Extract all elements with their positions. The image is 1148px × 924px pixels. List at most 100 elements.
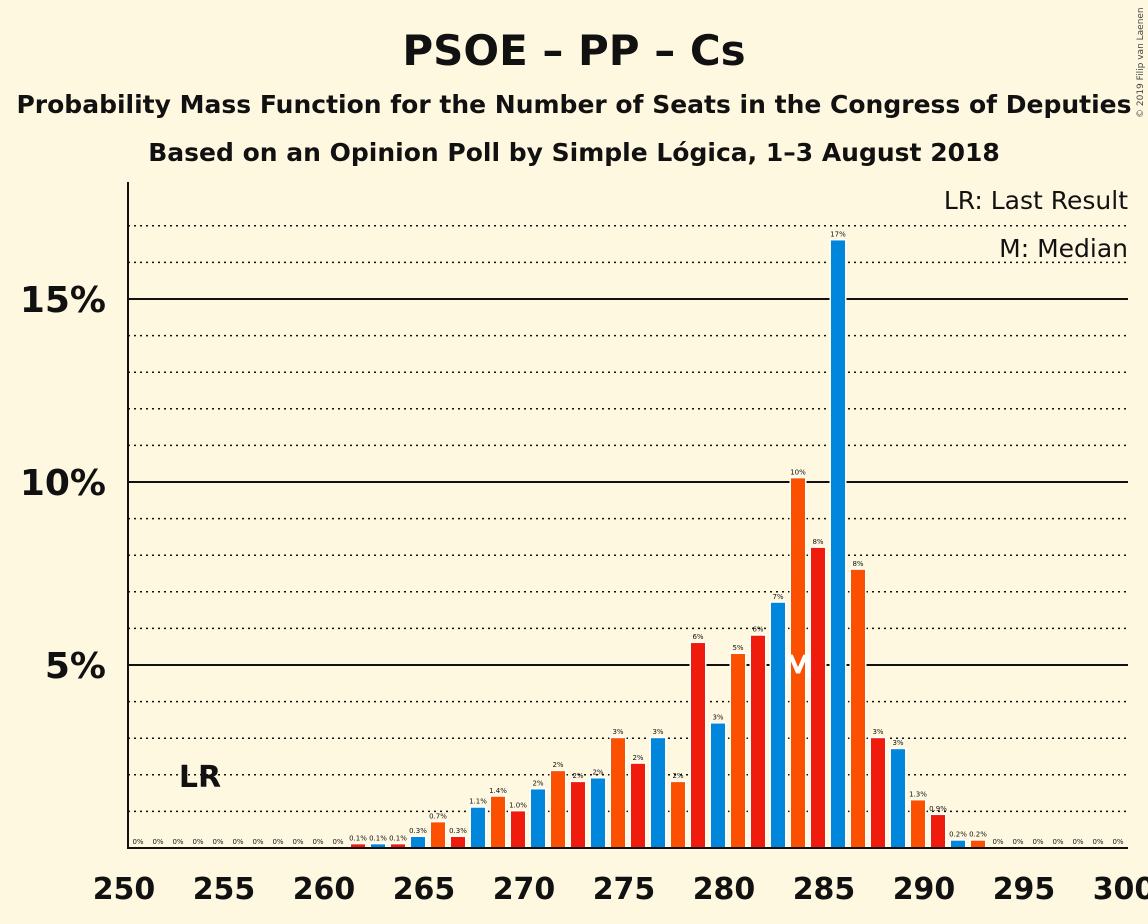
bar xyxy=(391,844,405,848)
data-label: 2% xyxy=(532,779,543,787)
x-tick-label: 270 xyxy=(493,872,556,907)
data-label: 2% xyxy=(672,772,683,780)
bar xyxy=(411,837,425,848)
data-label: 8% xyxy=(852,560,863,568)
x-tick-label: 280 xyxy=(693,872,756,907)
x-tick-label: 285 xyxy=(793,872,856,907)
data-label: 0.1% xyxy=(389,834,407,842)
y-tick-labels: 5% 10% 15% xyxy=(20,280,106,687)
data-label: 0% xyxy=(332,838,343,846)
data-label: 0% xyxy=(292,838,303,846)
data-label: 0% xyxy=(1072,838,1083,846)
chart-title: PSOE – PP – Cs xyxy=(402,26,745,75)
data-label: 0% xyxy=(992,838,1003,846)
bar xyxy=(631,763,645,848)
data-label: 6% xyxy=(752,626,763,634)
data-label: 3% xyxy=(872,728,883,736)
data-label: 0% xyxy=(232,838,243,846)
data-label: 3% xyxy=(652,728,663,736)
data-label: 0% xyxy=(172,838,183,846)
data-label: 0.1% xyxy=(369,834,387,842)
bar xyxy=(511,811,525,848)
bar xyxy=(711,723,725,848)
bar xyxy=(471,807,485,848)
bar xyxy=(671,782,685,848)
x-tick-label: 255 xyxy=(193,872,256,907)
x-tick-label: 290 xyxy=(893,872,956,907)
bar xyxy=(691,643,705,848)
data-label: 0% xyxy=(1092,838,1103,846)
bar xyxy=(951,840,965,848)
data-label: 0% xyxy=(312,838,323,846)
bar xyxy=(531,789,545,848)
bar xyxy=(831,240,845,848)
data-label: 0% xyxy=(212,838,223,846)
last-result-marker: LR xyxy=(179,760,221,795)
data-label: 2% xyxy=(632,754,643,762)
data-label: 0.3% xyxy=(449,827,467,835)
bar xyxy=(751,635,765,848)
bar xyxy=(911,800,925,848)
data-label: 0% xyxy=(252,838,263,846)
x-tick-label: 295 xyxy=(993,872,1056,907)
bar xyxy=(571,782,585,848)
data-label: 0.9% xyxy=(929,805,947,813)
bar xyxy=(591,778,605,848)
data-label: 0.1% xyxy=(349,834,367,842)
bar xyxy=(931,815,945,848)
bar xyxy=(971,840,985,848)
grid-lines xyxy=(128,225,1128,813)
data-label: 2% xyxy=(552,761,563,769)
bar xyxy=(811,547,825,848)
data-label: 0% xyxy=(1052,838,1063,846)
data-label: 8% xyxy=(812,538,823,546)
data-label: 1.3% xyxy=(909,790,927,798)
bar xyxy=(551,771,565,848)
bar xyxy=(611,738,625,848)
data-label: 0.3% xyxy=(409,827,427,835)
data-label: 0% xyxy=(272,838,283,846)
data-label: 0% xyxy=(1112,838,1123,846)
data-label: 6% xyxy=(692,633,703,641)
data-label: 3% xyxy=(712,714,723,722)
data-label: 10% xyxy=(790,468,806,476)
bar xyxy=(451,837,465,848)
bar xyxy=(371,844,385,848)
x-tick-label: 300 xyxy=(1093,872,1148,907)
data-label: 0% xyxy=(132,838,143,846)
data-label: 0.2% xyxy=(969,831,987,839)
data-label: 1.0% xyxy=(509,801,527,809)
copyright-text: © 2019 Filip van Laenen xyxy=(1136,7,1146,118)
bar xyxy=(891,749,905,848)
data-label: 0% xyxy=(152,838,163,846)
data-label: 1.4% xyxy=(489,787,507,795)
legend-median: M: Median xyxy=(999,234,1128,263)
data-label: 0% xyxy=(1032,838,1043,846)
bar xyxy=(351,844,365,848)
bars xyxy=(349,238,987,848)
x-tick-label: 275 xyxy=(593,872,656,907)
data-label: 3% xyxy=(892,739,903,747)
x-tick-label: 260 xyxy=(293,872,356,907)
data-label: 0.7% xyxy=(429,812,447,820)
bar xyxy=(651,738,665,848)
x-tick-label: 265 xyxy=(393,872,456,907)
data-label: 2% xyxy=(592,768,603,776)
chart-subtitle-2: Based on an Opinion Poll by Simple Lógic… xyxy=(148,138,1000,167)
bar xyxy=(431,822,445,848)
y-tick-label: 5% xyxy=(45,646,106,687)
data-label: 0% xyxy=(1012,838,1023,846)
x-tick-labels: 250 255 260 265 270 275 280 285 290 295 300 xyxy=(93,872,1148,907)
bar xyxy=(731,654,745,848)
chart-subtitle-1: Probability Mass Function for the Number… xyxy=(16,90,1131,119)
bar xyxy=(791,478,805,848)
data-labels: 0% 0% 0% 0% 0% 0% 0% 0% 0% 0% 0% 0.1% 0.1% 0.1%0.3%0.… xyxy=(132,230,1123,846)
data-label: 1.1% xyxy=(469,798,487,806)
y-tick-label: 10% xyxy=(20,463,106,504)
data-label: 0% xyxy=(192,838,203,846)
legend-last-result: LR: Last Result xyxy=(944,186,1128,215)
data-label: 2% xyxy=(572,772,583,780)
median-marker: M xyxy=(782,648,814,686)
x-tick-label: 250 xyxy=(93,872,156,907)
